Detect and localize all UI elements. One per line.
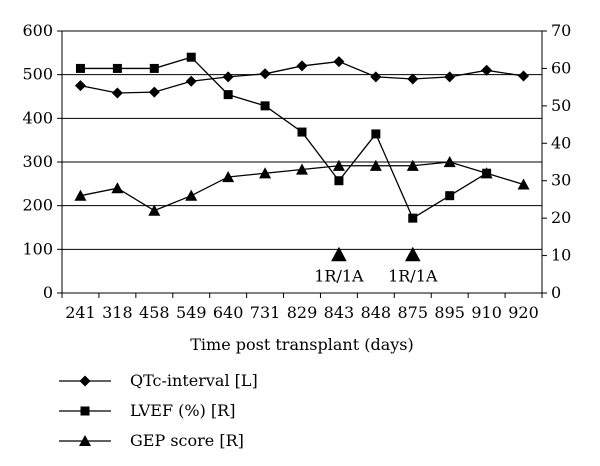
- x-axis-tick-label: 458: [139, 303, 170, 322]
- right-axis-tick-label: 70: [551, 21, 571, 40]
- gep-score-point: [148, 204, 161, 216]
- qtc-interval-point: [481, 64, 493, 76]
- x-axis-tick-label: 731: [250, 303, 281, 322]
- x-axis-tick-label: 843: [324, 303, 355, 322]
- left-axis-tick-label: 600: [22, 21, 53, 40]
- legend-marker-diamond: [79, 375, 91, 387]
- x-axis-tick-label: 640: [213, 303, 244, 322]
- lvef-point: [223, 90, 233, 100]
- lvef-point: [186, 52, 196, 62]
- right-axis-tick-label: 40: [551, 133, 571, 152]
- x-axis-tick-label: 910: [471, 303, 502, 322]
- x-axis-tick-label: 920: [508, 303, 539, 322]
- lvef-point: [334, 176, 344, 186]
- gep-score-point: [222, 170, 235, 183]
- legend-label: GEP score [R]: [130, 431, 244, 450]
- lvef-point: [297, 127, 307, 137]
- right-axis-tick-label: 10: [551, 246, 571, 265]
- lvef-point: [408, 213, 418, 223]
- lvef-point: [75, 63, 85, 73]
- annotation-label: 1R/1A: [314, 267, 364, 286]
- gep-score-point: [517, 178, 530, 190]
- legend-marker-square: [80, 406, 90, 416]
- gep-score-point: [406, 159, 419, 171]
- qtc-interval-point: [333, 56, 345, 68]
- qtc-interval-point: [222, 71, 234, 83]
- gep-score-point: [111, 182, 124, 194]
- x-axis-tick-label: 241: [65, 303, 96, 322]
- legend-marker-triangle: [79, 435, 91, 446]
- legend-label: LVEF (%) [R]: [130, 401, 236, 420]
- lvef-point: [371, 129, 381, 139]
- x-axis-tick-label: 318: [102, 303, 133, 322]
- x-axis-title: Time post transplant (days): [190, 335, 413, 354]
- right-axis-tick-label: 60: [551, 58, 571, 77]
- lvef-line: [80, 56, 487, 220]
- x-axis-tick-label: 549: [176, 303, 207, 322]
- qtc-interval-point: [370, 71, 382, 83]
- annotation-marker: [404, 246, 421, 262]
- annotation-marker: [331, 246, 347, 262]
- qtc-interval-point: [111, 87, 123, 99]
- left-axis-tick-label: 0: [43, 283, 53, 302]
- lvef-point: [260, 101, 270, 111]
- right-axis-tick-label: 50: [551, 96, 571, 115]
- qtc-interval-point: [296, 60, 308, 72]
- gep-score-point: [259, 167, 272, 179]
- right-axis-tick-label: 0: [551, 283, 561, 302]
- x-axis-tick-label: 895: [434, 303, 465, 322]
- left-axis-tick-label: 100: [22, 239, 53, 258]
- annotation-label: 1R/1A: [388, 267, 438, 286]
- legend-symbol-diamond: [59, 375, 111, 387]
- legend-symbol-square: [59, 406, 111, 416]
- legend-label: QTc-interval [L]: [130, 371, 258, 390]
- right-axis-tick-label: 30: [551, 171, 571, 190]
- legend-symbol-triangle: [59, 435, 111, 446]
- gep-score-point: [332, 159, 345, 171]
- qtc-interval-point: [444, 71, 456, 83]
- gep-score-point: [296, 163, 308, 175]
- qtc-interval-point: [407, 73, 419, 85]
- lvef-point: [445, 191, 455, 201]
- gep-score-point: [74, 189, 87, 201]
- qtc-interval-point: [259, 68, 271, 80]
- gep-score-point: [369, 159, 382, 171]
- right-axis-tick-label: 20: [551, 208, 571, 227]
- qtc-interval-point: [518, 70, 530, 82]
- lvef-point: [149, 63, 159, 73]
- gep-score-point: [480, 167, 493, 179]
- gep-score-point: [443, 156, 456, 168]
- left-axis-tick-label: 200: [22, 196, 53, 215]
- gep-score-point: [185, 189, 198, 201]
- x-axis-tick-label: 829: [287, 303, 318, 322]
- left-axis-tick-label: 300: [22, 152, 53, 171]
- left-axis-tick-label: 400: [22, 108, 53, 127]
- qtc-interval-point: [74, 80, 86, 92]
- left-axis-tick-label: 500: [22, 65, 53, 84]
- x-axis-tick-label: 848: [361, 303, 392, 322]
- lvef-point: [112, 63, 122, 73]
- qtc-interval-point: [148, 86, 160, 98]
- qtc-interval-point: [185, 75, 197, 87]
- x-axis-tick-label: 875: [397, 303, 428, 322]
